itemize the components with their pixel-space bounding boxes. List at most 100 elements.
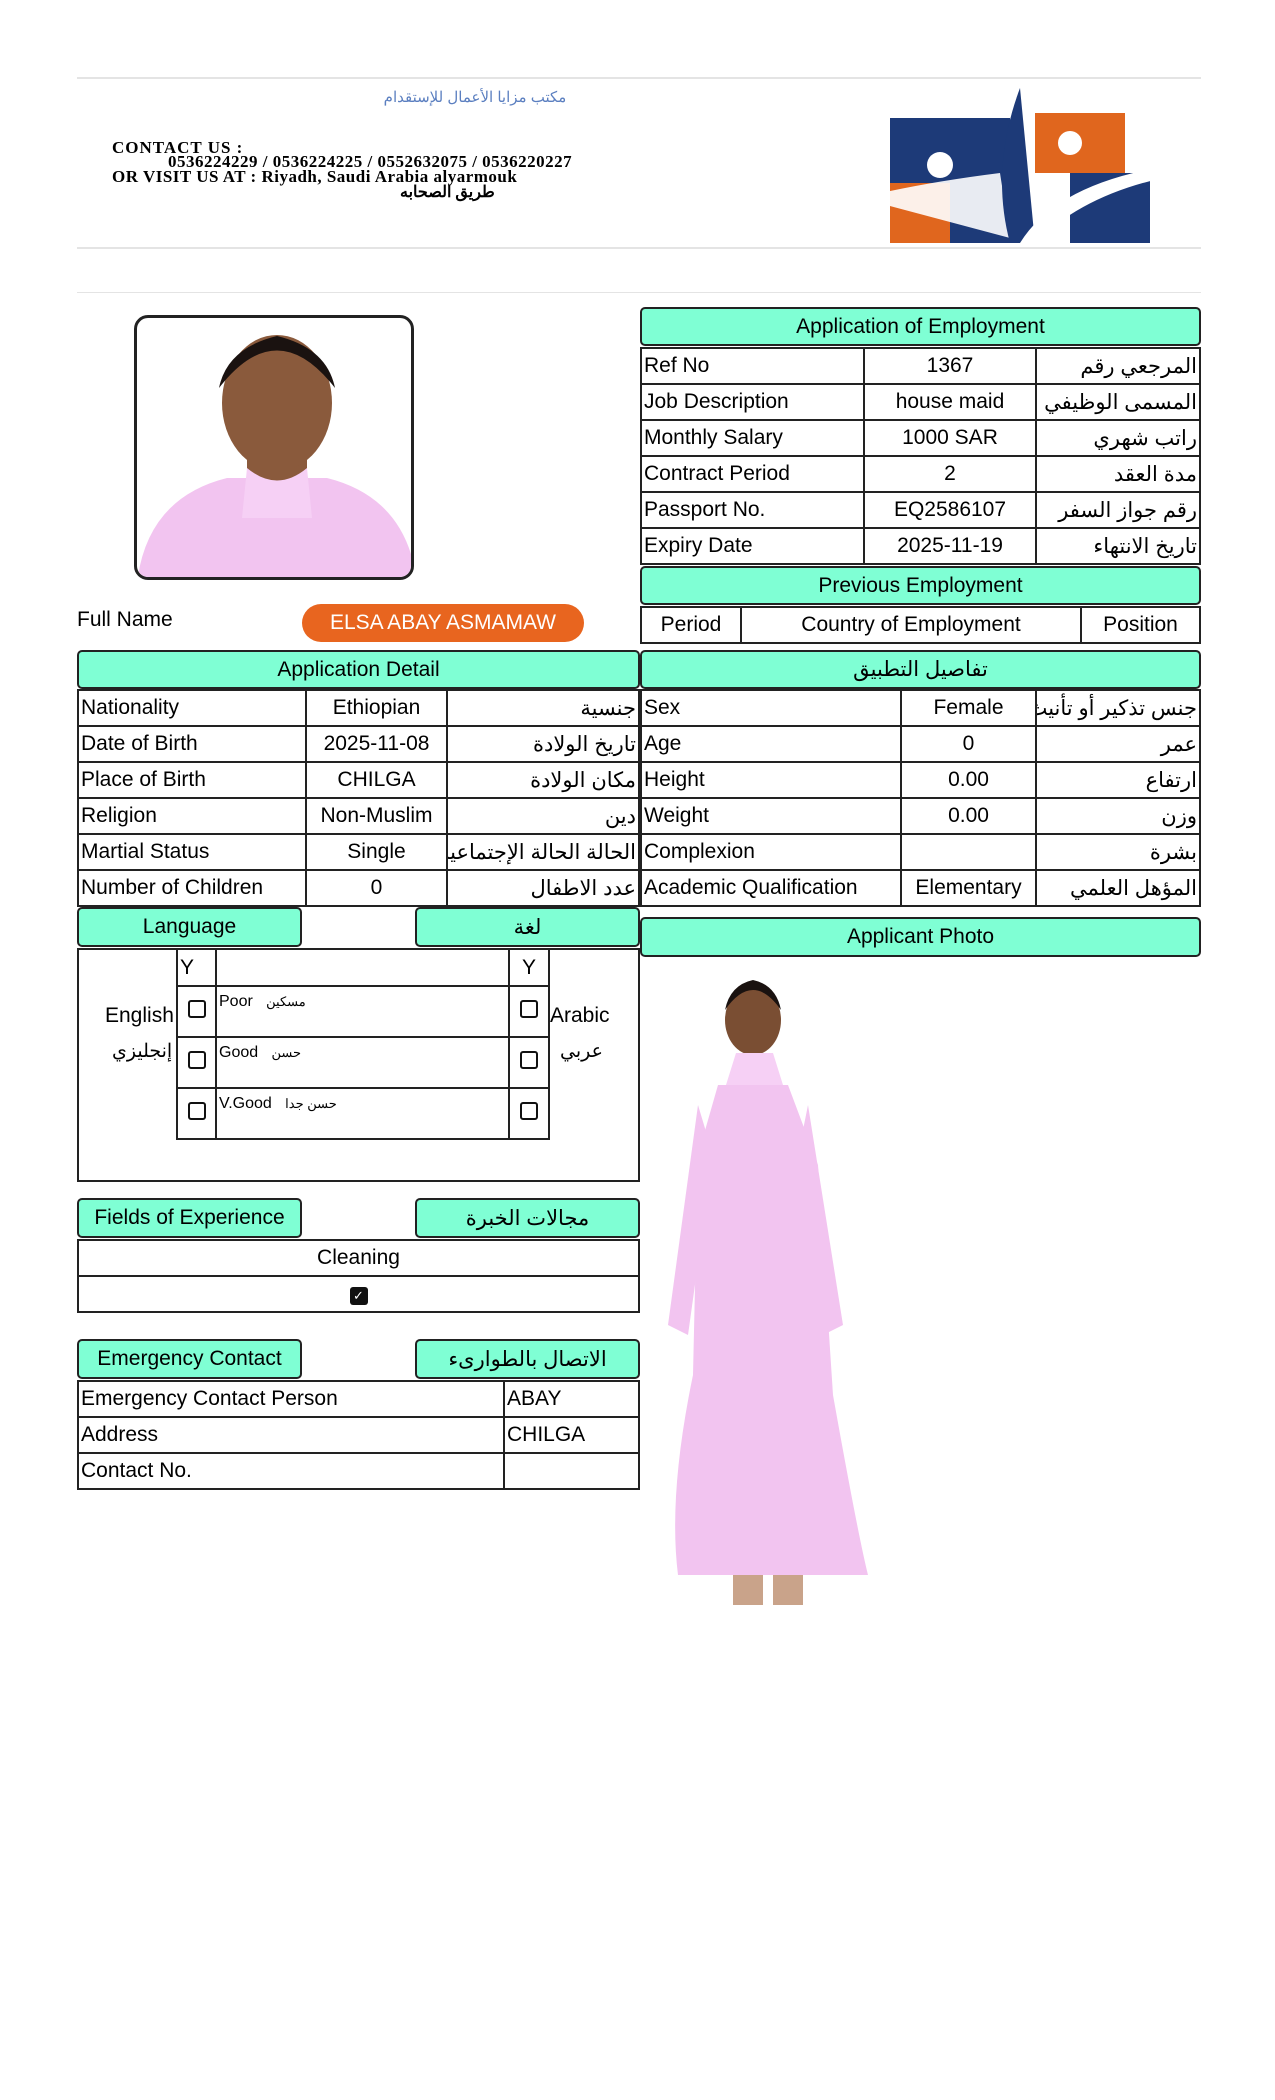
row-label: Emergency Contact Person xyxy=(77,1380,505,1418)
contact-label: CONTACT US : xyxy=(112,138,244,157)
experience-field: Cleaning xyxy=(77,1239,640,1277)
table-row: Monthly Salary 1000 SAR راتب شهري xyxy=(640,419,1201,457)
row-label-arabic: وزن xyxy=(1035,797,1201,835)
level-label-arabic: حسن جدا xyxy=(285,1096,337,1111)
row-value: Elementary xyxy=(900,869,1037,907)
arabic-y-header: Y xyxy=(508,948,550,987)
emergency-table: Emergency Contact Person ABAY Address CHILG… xyxy=(77,1380,640,1490)
row-label: Passport No. xyxy=(640,491,865,529)
row-label-arabic: ارتفاع xyxy=(1035,761,1201,799)
row-label-arabic: عدد الاطفال xyxy=(446,869,640,907)
english-y-header: Y xyxy=(176,948,217,987)
previous-employment-table: Period Country of Employment Position xyxy=(640,606,1201,644)
emergency-header: Emergency Contact xyxy=(77,1339,302,1379)
row-label-arabic: جنسية xyxy=(446,689,640,727)
emergency-header-arabic: الاتصال بالطوارىء xyxy=(415,1339,640,1379)
table-row: Age 0 عمر xyxy=(640,725,1201,763)
row-label: Height xyxy=(640,761,902,799)
applicant-full-photo xyxy=(668,980,868,1605)
level-label: V.Good xyxy=(219,1095,272,1112)
column-position: Position xyxy=(1080,606,1201,644)
application-detail-left-table: Nationality Ethiopian جنسية Date of Birth 20… xyxy=(77,689,640,907)
row-label: Ref No xyxy=(640,347,865,385)
column-country: Country of Employment xyxy=(740,606,1082,644)
language-level-row: Good حسن xyxy=(176,1036,550,1089)
experience-checkbox[interactable]: ✓ xyxy=(349,1287,368,1305)
row-label: Sex xyxy=(640,689,902,727)
language-level-row: V.Good حسن جدا xyxy=(176,1087,550,1140)
row-label: Nationality xyxy=(77,689,307,727)
row-label-arabic: مدة العقد xyxy=(1035,455,1201,493)
previous-employment-header: Previous Employment xyxy=(640,566,1201,605)
table-row: Complexion بشرة xyxy=(640,833,1201,871)
arabic-checkbox[interactable] xyxy=(520,999,538,1018)
table-row: Weight 0.00 وزن xyxy=(640,797,1201,835)
arabic-checkbox[interactable] xyxy=(520,1101,538,1120)
row-label: Age xyxy=(640,725,902,763)
divider xyxy=(77,77,1201,79)
row-label-arabic: راتب شهري xyxy=(1035,419,1201,457)
language-table: Y Y Poor مسكين Good حسن V.Good حسن جدا xyxy=(176,948,550,1140)
row-value: EQ2586107 xyxy=(863,491,1037,529)
table-row: Nationality Ethiopian جنسية xyxy=(77,689,640,727)
divider xyxy=(77,292,1201,293)
level-label-arabic: حسن xyxy=(271,1045,302,1060)
table-row: Sex Female جنس تذكير أو تأنيث xyxy=(640,689,1201,727)
row-label-arabic: بشرة xyxy=(1035,833,1201,871)
column-period: Period xyxy=(640,606,742,644)
table-row: Emergency Contact Person ABAY xyxy=(77,1380,640,1418)
row-label-arabic: الحالة الحالة الإجتماعية xyxy=(446,833,640,871)
row-label-arabic: تاريخ الانتهاء xyxy=(1035,527,1201,565)
table-row: Ref No 1367 المرجعي رقم xyxy=(640,347,1201,385)
table-row: Passport No. EQ2586107 رقم جواز السفر xyxy=(640,491,1201,529)
english-label: English xyxy=(105,1004,174,1027)
language-header: Language xyxy=(77,907,302,947)
row-label: Religion xyxy=(77,797,307,835)
street-arabic: طريق الصحابه xyxy=(400,184,495,201)
level-label-arabic: مسكين xyxy=(266,994,306,1009)
row-label: Date of Birth xyxy=(77,725,307,763)
level-label: Good xyxy=(219,1044,259,1061)
row-value: Ethiopian xyxy=(305,689,448,727)
english-checkbox[interactable] xyxy=(187,1050,206,1069)
row-value: ABAY xyxy=(503,1380,640,1418)
visit-address: OR VISIT US AT : Riyadh, Saudi Arabia al… xyxy=(112,167,518,186)
table-row: Job Description house maid المسمى الوظيفي xyxy=(640,383,1201,421)
row-value: Single xyxy=(305,833,448,871)
row-value: 0.00 xyxy=(900,797,1037,835)
row-value: 0 xyxy=(900,725,1037,763)
row-label: Contract Period xyxy=(640,455,865,493)
table-row: Religion Non-Muslim دين xyxy=(77,797,640,835)
row-label-arabic: مكان الولادة xyxy=(446,761,640,799)
row-value: 2025-11-19 xyxy=(863,527,1037,565)
row-label: Contact No. xyxy=(77,1452,505,1490)
table-row: Martial Status Single الحالة الحالة الإجتم… xyxy=(77,833,640,871)
arabic-checkbox[interactable] xyxy=(520,1050,538,1069)
application-employment-table: Ref No 1367 المرجعي رقم Job Description hous… xyxy=(640,347,1201,565)
table-row: Number of Children 0 عدد الاطفال xyxy=(77,869,640,907)
application-employment-header: Application of Employment xyxy=(640,307,1201,346)
english-checkbox[interactable] xyxy=(187,1101,206,1120)
english-checkbox[interactable] xyxy=(187,999,206,1018)
row-value xyxy=(503,1452,640,1490)
row-value: 2025-11-08 xyxy=(305,725,448,763)
full-name-label: Full Name xyxy=(77,608,173,631)
english-arabic-label: إنجليزي xyxy=(112,1041,173,1062)
row-label-arabic: رقم جواز السفر xyxy=(1035,491,1201,529)
row-label: Complexion xyxy=(640,833,902,871)
row-value: Female xyxy=(900,689,1037,727)
row-label-arabic: عمر xyxy=(1035,725,1201,763)
table-row: Address CHILGA xyxy=(77,1416,640,1454)
application-detail-right-table: Sex Female جنس تذكير أو تأنيث Age 0 عمر Height… xyxy=(640,689,1201,907)
agency-arabic-name: مكتب مزايا الأعمال للإستقدام xyxy=(383,89,567,106)
applicant-photo-header: Applicant Photo xyxy=(640,917,1201,957)
application-detail-header: Application Detail xyxy=(77,650,640,689)
divider xyxy=(77,247,1201,249)
arabic-label: Arabic xyxy=(550,1004,610,1027)
row-label-arabic: المسمى الوظيفي xyxy=(1035,383,1201,421)
table-row: Date of Birth 2025-11-08 تاريخ الولادة xyxy=(77,725,640,763)
table-row: Contract Period 2 مدة العقد xyxy=(640,455,1201,493)
row-label-arabic: جنس تذكير أو تأنيث xyxy=(1035,689,1201,727)
experience-table: Cleaning ✓ xyxy=(77,1239,640,1313)
table-row: Academic Qualification Elementary المؤهل ا… xyxy=(640,869,1201,907)
